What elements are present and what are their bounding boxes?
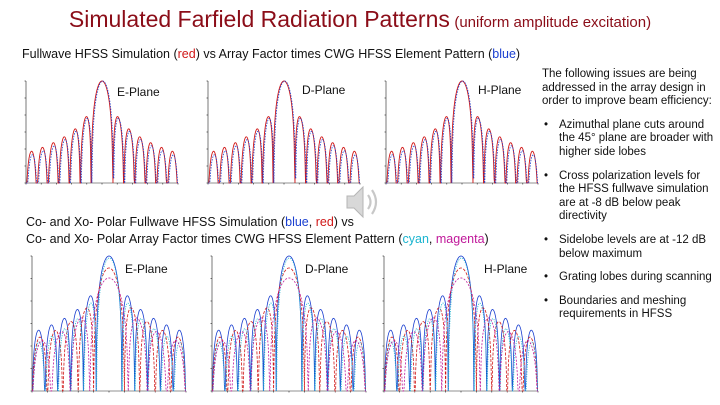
top-caption-part: Fullwave HFSS Simulation (	[22, 47, 178, 61]
curve-cyan	[212, 257, 366, 392]
top-caption: Fullwave HFSS Simulation (red) vs Array …	[22, 47, 520, 61]
mid-caption-part: ,	[428, 232, 436, 246]
curve-blue	[211, 255, 367, 392]
plot-axes	[211, 256, 366, 392]
curve-magenta	[212, 277, 366, 392]
curve-cyan	[384, 257, 538, 392]
top-h-plane-label: H-Plane	[478, 83, 522, 97]
note-bullet: Sidelobe levels are at -12 dB below maxi…	[542, 234, 718, 261]
top-caption-part: )	[515, 47, 521, 61]
curve-cyan	[32, 257, 186, 392]
notes-intro: The following issues are being addressed…	[542, 68, 712, 108]
mid-caption-part: Co- and Xo- Polar Fullwave HFSS Simulati…	[26, 215, 286, 229]
plot-bottom-e-plane	[30, 255, 187, 393]
title-subtitle: (uniform amplitude excitation)	[454, 14, 652, 31]
curve-magenta	[384, 277, 538, 392]
bottom-e-plane-label: E-Plane	[125, 262, 168, 276]
speaker-icon[interactable]	[344, 180, 384, 224]
title-main: Simulated Farfield Radiation Patterns	[68, 6, 450, 32]
mid-caption-part: Co- and Xo- Polar Array Factor times CWG…	[26, 232, 403, 246]
curve-blue	[26, 80, 179, 184]
note-bullet: Cross polarization levels for the HFSS f…	[542, 170, 718, 224]
mid-caption-cyan: cyan	[402, 232, 429, 246]
curve-red	[384, 267, 538, 392]
note-bullet: Boundaries and meshing requirements in H…	[542, 295, 718, 322]
curve-red	[32, 267, 186, 392]
mid-caption-part: ,	[308, 215, 316, 229]
plot-bottom-h-plane	[382, 255, 539, 393]
notes-list: Azimuthal plane cuts around the 45° plan…	[542, 119, 718, 322]
plot-bottom-d-plane	[210, 255, 367, 393]
mid-caption-line1: Co- and Xo- Polar Fullwave HFSS Simulati…	[26, 215, 354, 229]
top-d-plane-label: D-Plane	[302, 83, 346, 97]
bottom-d-plane-label: D-Plane	[305, 262, 349, 276]
plot-top-e-plane	[24, 80, 179, 185]
plot-top-d-plane	[206, 80, 361, 185]
mid-caption-magenta: magenta	[435, 232, 485, 246]
bottom-h-plane-label: H-Plane	[484, 262, 528, 276]
note-bullet: Azimuthal plane cuts around the 45° plan…	[542, 119, 718, 160]
top-caption-red: red	[177, 47, 196, 61]
curve-red	[26, 80, 178, 184]
top-e-plane-label: E-Plane	[117, 85, 160, 99]
top-caption-blue: blue	[492, 47, 516, 61]
plot-top-h-plane	[384, 80, 539, 185]
plot-axes	[31, 256, 186, 392]
mid-caption-part: ) vs	[333, 215, 354, 229]
curve-magenta	[32, 277, 186, 392]
top-caption-part: ) vs Array Factor times CWG HFSS Element…	[195, 47, 493, 61]
slide-title: Simulated Farfield Radiation Patterns (u…	[0, 6, 720, 33]
curve-blue	[386, 80, 539, 184]
curve-blue	[383, 255, 539, 392]
notes-panel: The following issues are being addressed…	[542, 68, 718, 322]
mid-caption-red: red	[315, 215, 334, 229]
mid-caption-blue: blue	[285, 215, 309, 229]
note-bullet: Grating lobes during scanning	[542, 271, 718, 285]
curve-red	[386, 80, 538, 184]
plot-axes	[383, 256, 538, 392]
curve-blue	[31, 255, 187, 392]
curve-blue	[208, 80, 361, 184]
mid-caption-part: )	[484, 232, 489, 246]
curve-red	[212, 267, 366, 392]
curve-red	[208, 80, 360, 184]
mid-caption-line2: Co- and Xo- Polar Array Factor times CWG…	[26, 232, 489, 246]
